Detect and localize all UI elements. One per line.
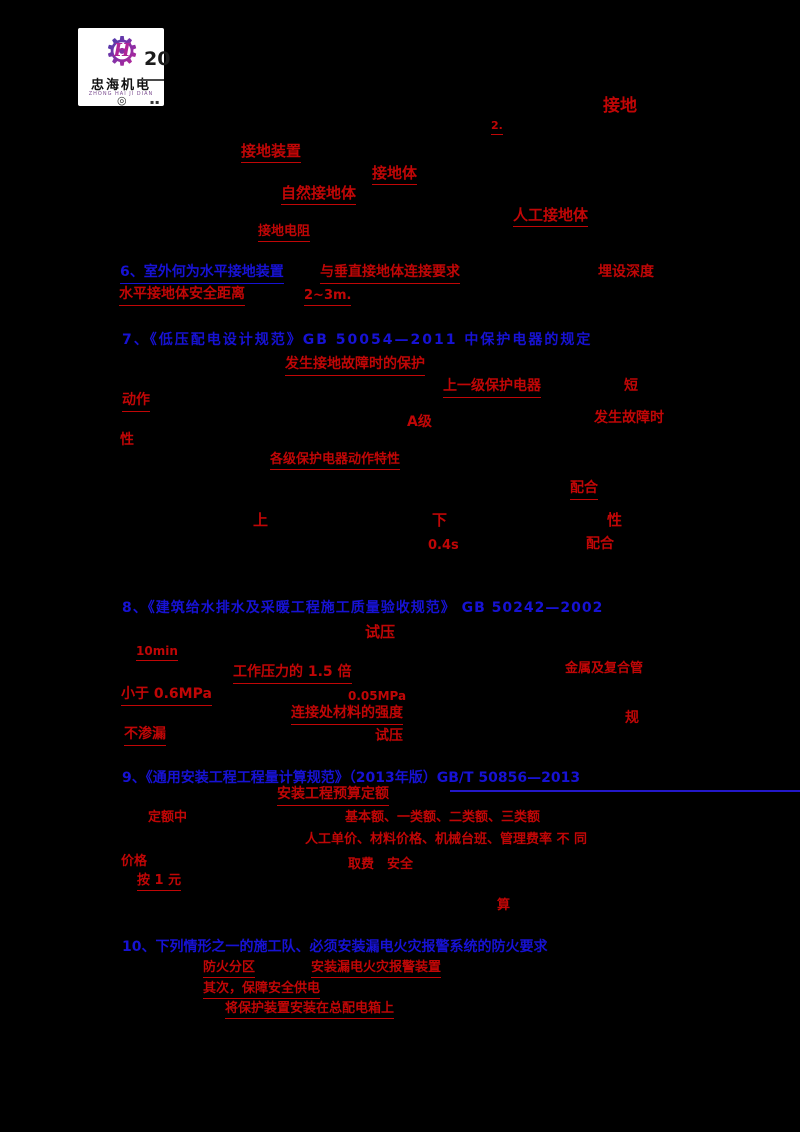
q8-blank-5: 不渗漏 (124, 726, 166, 746)
question-7: 7、《低压配电设计规范》GB 50054—2011 中保护电器的规定 (122, 332, 593, 348)
q8-answer-2: 金属及复合管 (565, 661, 644, 676)
blank-intro-2: 接地体 (372, 164, 418, 185)
q7-blank-1: 发生接地故障时的保护 (285, 356, 425, 376)
blank-intro-4: 人工接地体 (513, 206, 589, 227)
q8-answer-4: 试压 (375, 728, 403, 744)
partial-year-text: 20 (144, 48, 171, 70)
q9-frag-1: 价格 (121, 854, 148, 869)
q9-answer-2: 基本额、一类额、二类额、三类额 (345, 810, 541, 825)
q8-blank-1: 10min (136, 644, 178, 661)
q8-blank-2: 工作压力的 1.5 倍 (233, 664, 352, 684)
q7-blank-2: 上一级保护电器 (443, 378, 541, 398)
blank-intro-5: 接地电阻 (258, 224, 311, 243)
company-name-cn: 忠海机电 (90, 78, 151, 93)
q9-blank-1: 安装工程预算定额 (277, 786, 389, 806)
q7-frag-6: 下 (432, 511, 448, 529)
q9-answer-4: 取费 安全 (348, 857, 414, 872)
q7-frag-3: 性 (120, 432, 134, 448)
q9-blank-2: 按 1 元 (137, 873, 182, 892)
q7-answer-b: 发生故障时 (594, 410, 664, 426)
q9-frag-2: 算 (497, 898, 511, 913)
q8-answer-3: 0.05MPa (348, 689, 407, 703)
q7-frag-7: 0.4s (428, 538, 459, 553)
q7-frag-8: 性 (607, 511, 623, 529)
question-6: 6、室外何为水平接地装置 (120, 264, 284, 284)
answer-top-right: 接地 (603, 96, 637, 116)
q10-blank-4: 将保护装置安装在总配电箱上 (225, 1001, 395, 1020)
question-8: 8、《建筑给水排水及采暖工程施工质量验收规范》 GB 50242—2002 (122, 600, 604, 616)
logo-letter: H (113, 40, 131, 61)
q9-answer-3: 人工单价、材料价格、机械台班、管理费率 不 同 (305, 832, 588, 847)
logo-card: ⚙ H 忠海机电 ZHONG HAI JI DIAN (78, 28, 164, 106)
question-10: 10、下列情形之一的施工队、必须安装漏电火灾报警系统的防火要求 (122, 939, 548, 955)
stamp-icon: ◎ (117, 94, 127, 107)
q7-blank-3: 各级保护电器动作特性 (270, 452, 401, 471)
dash-mark (142, 79, 164, 81)
q7-answer-a: A级 (407, 414, 432, 430)
gear-icon: ⚙ H (100, 30, 144, 74)
q6-answer-2: 2~3m. (304, 288, 352, 307)
q9-blank-line (450, 790, 800, 792)
q10-blank-2: 安装漏电火灾报警装置 (311, 960, 442, 979)
q7-frag-5: 上 (253, 511, 269, 529)
tiny-marks: ▪▪ (150, 99, 161, 106)
q10-blank-1: 防火分区 (203, 960, 256, 979)
q8-answer-1: 试压 (365, 623, 396, 641)
q8-blank-3: 小于 0.6MPa (121, 686, 212, 706)
q8-blank-4: 连接处材料的强度 (291, 705, 403, 725)
q9-answer-1: 定额中 (148, 810, 188, 825)
gear-glyph: ⚙ (104, 29, 140, 75)
answer-top-small: 2. (491, 119, 503, 135)
question-9: 9、《通用安装工程工程量计算规范》（2013年版）GB/T 50856—2013 (122, 770, 581, 786)
q6-blank-2: 水平接地体安全距离 (119, 286, 245, 306)
q7-frag-4: 配合 (570, 480, 598, 500)
q7-frag-2: 动作 (122, 392, 150, 412)
q6-answer-right: 埋设深度 (598, 264, 654, 280)
blank-intro-1: 接地装置 (241, 142, 302, 163)
q10-blank-3: 其次，保障安全供电 (203, 981, 321, 1000)
blank-intro-3: 自然接地体 (281, 184, 357, 205)
q8-frag-1: 规 (625, 710, 639, 726)
q7-frag-9: 配合 (586, 536, 614, 552)
q6-blank-1: 与垂直接地体连接要求 (320, 264, 460, 284)
q7-frag-1: 短 (624, 378, 638, 394)
company-name-en: ZHONG HAI JI DIAN (88, 91, 154, 97)
